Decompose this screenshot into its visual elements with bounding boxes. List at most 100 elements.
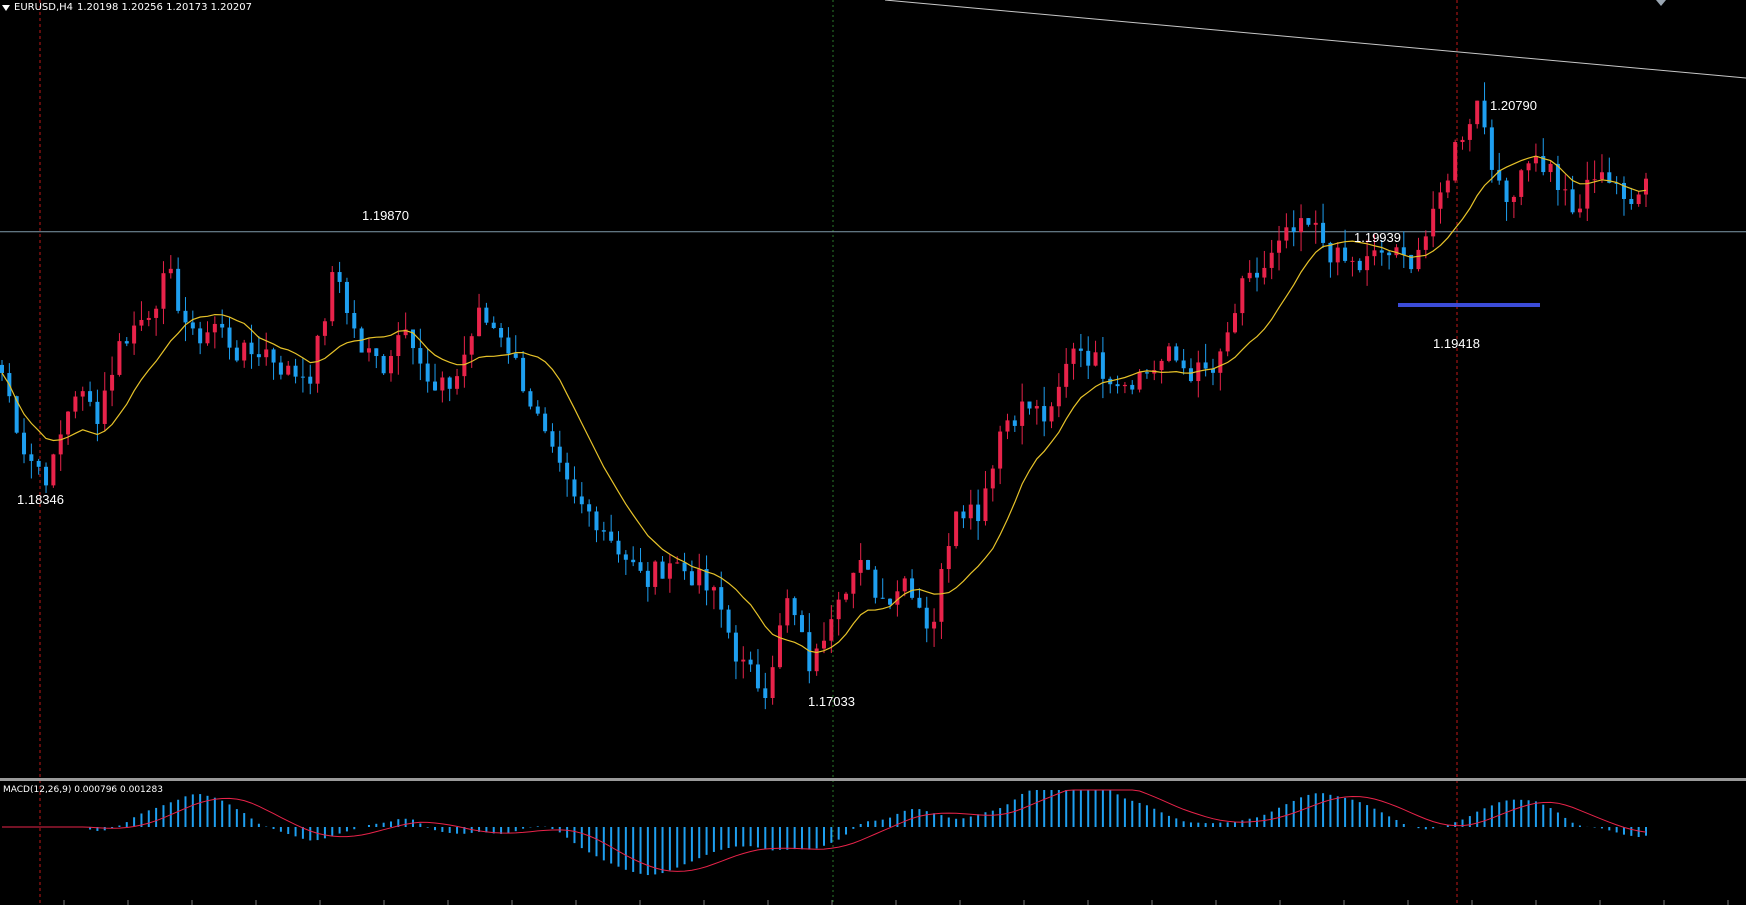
candle-body bbox=[344, 281, 349, 313]
candle-body bbox=[80, 391, 85, 397]
candle-body bbox=[506, 337, 511, 354]
candle-body bbox=[741, 659, 746, 662]
candle-body bbox=[1321, 222, 1326, 243]
pane-separator bbox=[0, 778, 1746, 781]
candle-body bbox=[484, 307, 489, 323]
candle-body bbox=[1431, 208, 1436, 237]
candle-body bbox=[1475, 100, 1480, 125]
candle-body bbox=[535, 406, 540, 414]
candle-body bbox=[66, 411, 71, 435]
candle-body bbox=[1100, 352, 1105, 379]
candle-body bbox=[638, 562, 643, 571]
candle-body bbox=[1027, 401, 1032, 409]
candle-body bbox=[242, 342, 247, 361]
candle-body bbox=[1240, 278, 1245, 314]
candle-body bbox=[168, 268, 173, 274]
candle-body bbox=[411, 329, 415, 349]
candle-body bbox=[939, 569, 944, 622]
candle-body bbox=[1328, 242, 1333, 263]
candle-body bbox=[396, 335, 401, 357]
candle-body bbox=[917, 597, 922, 608]
candle-body bbox=[866, 560, 871, 570]
candle-body bbox=[1225, 332, 1230, 352]
candle-body bbox=[337, 272, 342, 282]
candle-body bbox=[455, 376, 460, 389]
candle-body bbox=[1086, 350, 1091, 366]
candle-body bbox=[58, 434, 63, 455]
candle-body bbox=[1071, 348, 1076, 364]
candle-body bbox=[1049, 406, 1054, 422]
dropdown-triangle-icon[interactable] bbox=[2, 4, 10, 11]
candle-body bbox=[234, 347, 239, 361]
candle-body bbox=[1599, 172, 1604, 180]
candle-body bbox=[381, 356, 386, 374]
candle-body bbox=[711, 587, 716, 591]
candle-body bbox=[366, 348, 371, 353]
candle-body bbox=[1607, 172, 1612, 183]
trendline bbox=[884, 0, 1746, 79]
candle-body bbox=[330, 272, 335, 322]
candle-body bbox=[1489, 127, 1494, 170]
candle-body bbox=[1262, 267, 1267, 278]
candle-body bbox=[623, 554, 628, 560]
candle-body bbox=[1460, 139, 1465, 143]
candle-body bbox=[616, 540, 621, 555]
candle-body bbox=[1343, 247, 1348, 261]
candle-body bbox=[132, 325, 137, 344]
candle-body bbox=[1078, 348, 1083, 351]
candle-body bbox=[946, 546, 951, 570]
candle-body bbox=[1409, 254, 1414, 270]
chart-marker-icon bbox=[1656, 0, 1666, 6]
candle-body bbox=[1387, 252, 1392, 256]
candle-body bbox=[785, 598, 790, 626]
candle-body bbox=[322, 321, 327, 336]
candle-body bbox=[491, 322, 496, 328]
candle-body bbox=[1467, 124, 1472, 140]
candle-body bbox=[653, 561, 658, 587]
low-left-label: 1.18346 bbox=[17, 492, 64, 507]
candle-body bbox=[1093, 352, 1098, 366]
symbol-label: EURUSD,H4 bbox=[14, 2, 74, 13]
candle-body bbox=[161, 273, 166, 309]
candle-body bbox=[227, 327, 232, 348]
candle-body bbox=[1497, 169, 1502, 181]
candle-body bbox=[278, 362, 283, 375]
candle-body bbox=[1306, 218, 1311, 225]
candle-body bbox=[51, 454, 56, 486]
macd-subwindow-title: MACD(12,26,9) 0.000796 0.001283 bbox=[3, 785, 163, 795]
candle-body bbox=[873, 569, 878, 598]
candle-body bbox=[1181, 360, 1186, 369]
candle-body bbox=[1115, 384, 1120, 387]
candle-body bbox=[1247, 272, 1252, 279]
candle-body bbox=[1482, 100, 1487, 128]
candle-body bbox=[609, 531, 614, 541]
candle-body bbox=[799, 615, 804, 633]
candle-body bbox=[1533, 156, 1538, 164]
candle-body bbox=[1034, 406, 1039, 409]
candle-body bbox=[14, 396, 19, 433]
candle-body bbox=[124, 341, 129, 344]
candle-body bbox=[1365, 256, 1370, 271]
candle-body bbox=[249, 342, 254, 355]
candle-body bbox=[1585, 179, 1590, 209]
candle-body bbox=[183, 310, 188, 323]
candle-body bbox=[190, 322, 195, 329]
candle-body bbox=[748, 659, 753, 665]
candle-body bbox=[557, 446, 562, 463]
support-label: 1.19418 bbox=[1433, 336, 1480, 351]
candle-body bbox=[550, 431, 555, 447]
candle-body bbox=[1188, 368, 1193, 382]
candle-body bbox=[763, 688, 768, 699]
candle-body bbox=[697, 569, 702, 586]
candle-body bbox=[154, 308, 159, 318]
candle-body bbox=[675, 562, 680, 564]
candle-body bbox=[146, 317, 151, 320]
candle-body bbox=[300, 376, 305, 378]
candle-body bbox=[961, 511, 966, 519]
candle-body bbox=[1394, 247, 1399, 256]
moving-average-line bbox=[1, 155, 1647, 654]
candle-body bbox=[543, 413, 548, 432]
candle-body bbox=[1555, 163, 1560, 190]
candle-body bbox=[1445, 180, 1450, 193]
